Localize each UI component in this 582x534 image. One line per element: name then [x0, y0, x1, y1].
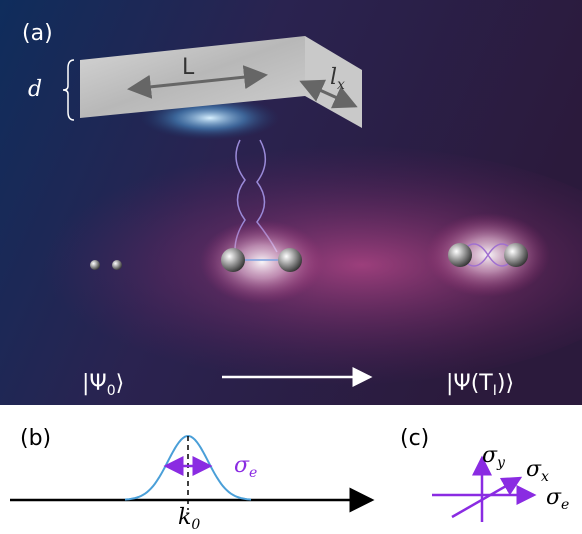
- symbol: σ: [526, 457, 542, 482]
- axis-label: σe: [546, 485, 569, 513]
- subscript: 0: [107, 383, 116, 399]
- symbol: σ: [234, 453, 250, 478]
- atom: [278, 248, 302, 272]
- state-text: )⟩: [497, 371, 514, 396]
- symbol: σ: [482, 443, 498, 468]
- atom: [448, 243, 472, 267]
- final-state: |Ψ(TI)⟩: [446, 371, 514, 399]
- panel-label: (a): [22, 21, 53, 46]
- glow: [200, 220, 324, 304]
- panel-label: (c): [400, 426, 429, 451]
- length-label: L: [182, 55, 195, 80]
- thickness-label: d: [28, 77, 42, 102]
- subscript: e: [249, 465, 257, 481]
- symbol: l: [330, 65, 337, 90]
- subscript: y: [496, 455, 506, 471]
- axis-label: σy: [482, 443, 506, 471]
- panel-label: (b): [20, 426, 51, 451]
- figure: (a) d L lx |Ψ0⟩ |Ψ(TI)⟩ (b) σe k0 (c) σy…: [0, 0, 582, 534]
- spread-label: σe: [234, 453, 257, 481]
- symbol: σ: [546, 485, 562, 510]
- atom: [90, 260, 100, 270]
- subscript: e: [561, 497, 569, 513]
- atom: [221, 248, 245, 272]
- subscript: 0: [191, 517, 200, 533]
- state-text: ⟩: [116, 371, 125, 396]
- x-axis: [452, 478, 520, 517]
- atom: [112, 260, 122, 270]
- state-text: |Ψ(T: [446, 371, 493, 396]
- initial-state: |Ψ0⟩: [82, 371, 124, 399]
- center-label: k0: [178, 505, 200, 533]
- state-text: |Ψ: [82, 371, 107, 396]
- subscript: x: [541, 469, 549, 485]
- atom: [504, 243, 528, 267]
- symbol: k: [178, 505, 191, 530]
- subscript: x: [337, 77, 345, 93]
- axis-label: σx: [526, 457, 549, 485]
